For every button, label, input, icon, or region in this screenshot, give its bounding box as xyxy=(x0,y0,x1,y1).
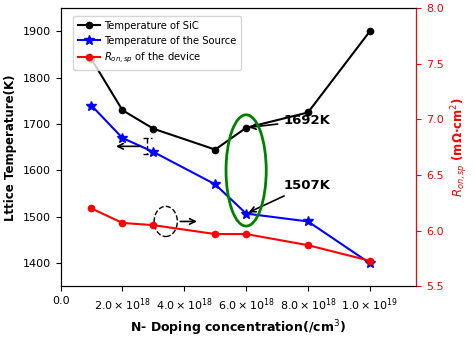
Line: $R_{on,sp}$ of the device: $R_{on,sp}$ of the device xyxy=(88,205,373,264)
$R_{on,sp}$ of the device xyxy=(212,232,218,236)
$R_{on,sp}$ of the device xyxy=(367,259,373,263)
$R_{on,sp}$ of the device xyxy=(119,221,125,225)
Temperature of SiC xyxy=(89,57,94,61)
Temperature of SiC xyxy=(305,110,311,115)
Text: 1507K: 1507K xyxy=(250,179,330,212)
$R_{on,sp}$ of the device xyxy=(243,232,249,236)
Temperature of the Source xyxy=(151,150,156,154)
Temperature of SiC xyxy=(119,108,125,112)
$R_{on,sp}$ of the device xyxy=(305,243,311,247)
$R_{on,sp}$ of the device xyxy=(89,207,94,211)
Temperature of SiC xyxy=(212,147,218,152)
$R_{on,sp}$ of the device xyxy=(151,223,156,227)
Legend: Temperature of SiC, Temperature of the Source, $R_{on,sp}$ of the device: Temperature of SiC, Temperature of the S… xyxy=(73,16,241,70)
Line: Temperature of SiC: Temperature of SiC xyxy=(88,28,373,153)
Text: 1692K: 1692K xyxy=(251,114,330,129)
Y-axis label: $R_{on,sp}$ (mΩ·cm$^2$): $R_{on,sp}$ (mΩ·cm$^2$) xyxy=(449,97,470,197)
Line: Temperature of the Source: Temperature of the Source xyxy=(87,101,374,268)
X-axis label: N- Doping concentration(/cm$^3$): N- Doping concentration(/cm$^3$) xyxy=(130,318,346,338)
Temperature of the Source xyxy=(119,136,125,140)
Temperature of SiC xyxy=(151,127,156,131)
Temperature of the Source xyxy=(243,211,249,215)
Temperature of SiC xyxy=(367,29,373,34)
Temperature of SiC xyxy=(243,126,249,130)
Y-axis label: Lttice Temperature(K): Lttice Temperature(K) xyxy=(4,74,17,221)
Temperature of the Source xyxy=(305,219,311,223)
Temperature of the Source xyxy=(89,104,94,108)
Temperature of the Source xyxy=(367,261,373,265)
Temperature of the Source xyxy=(212,182,218,186)
